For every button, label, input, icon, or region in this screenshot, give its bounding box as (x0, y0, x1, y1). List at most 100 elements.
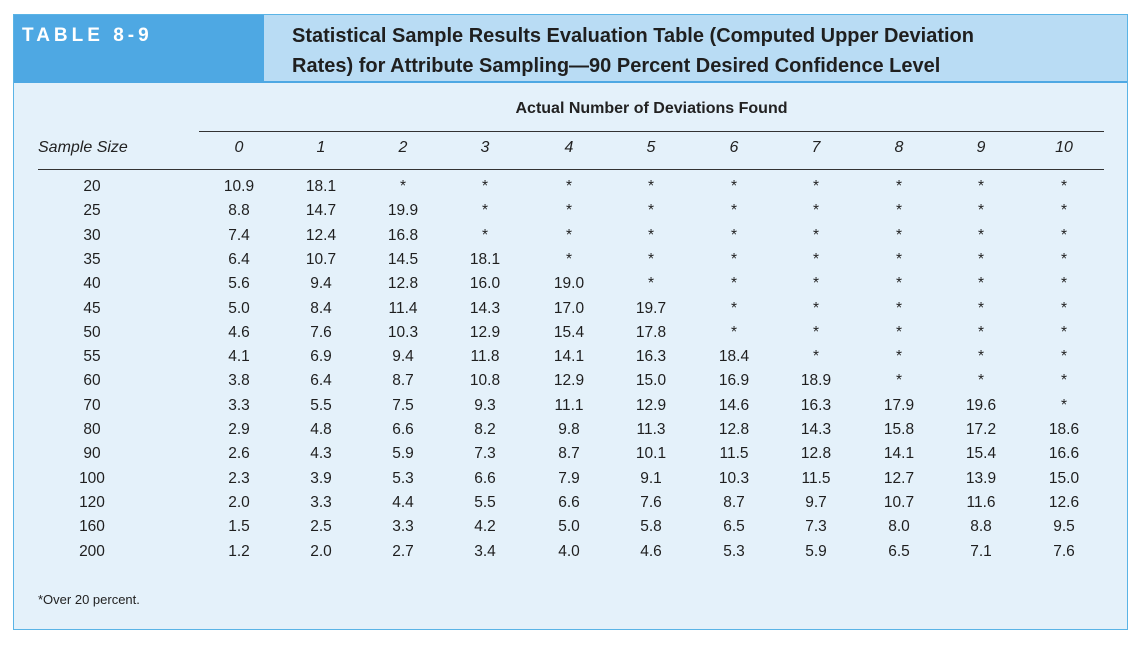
rate-cell: 2.0 (228, 493, 250, 511)
rate-cell: 4.0 (558, 542, 580, 560)
rate-cell: * (977, 275, 985, 293)
table-row: 70 3.3 5.5 7.5 9.3 11.1 12.9 14.6 16.3 17.9 19.6 * (14, 394, 1129, 418)
rate-cell: 4.2 (474, 518, 496, 536)
rate-cell: * (730, 178, 738, 195)
rate-cell: 12.7 (883, 469, 915, 487)
rate-cell: 1.2 (228, 542, 250, 560)
rate-cell: * (895, 299, 903, 317)
rate-cell: * (730, 323, 738, 341)
sample-size-cell: 100 (79, 469, 105, 487)
rate-cell: 18.1 (305, 178, 337, 195)
sample-size-cell: 90 (83, 445, 101, 463)
rate-cell: 5.0 (558, 518, 580, 536)
rate-cell: 9.5 (1053, 518, 1075, 536)
table-title: Statistical Sample Results Evaluation Ta… (292, 21, 1092, 81)
footnote: *Over 20 percent. (38, 592, 140, 607)
table-title-line-1: Statistical Sample Results Evaluation Ta… (292, 25, 974, 47)
rate-cell: 16.0 (469, 275, 501, 293)
rate-cell: * (647, 202, 655, 220)
rate-cell: 12.8 (718, 421, 750, 438)
sample-size-cell: 50 (83, 323, 101, 341)
rate-cell: 5.3 (392, 469, 414, 487)
rate-cell: * (895, 202, 903, 220)
rate-cell: * (812, 250, 820, 268)
rate-cell: * (399, 178, 407, 195)
rate-cell: 11.4 (388, 299, 418, 317)
rate-cell: 5.3 (723, 542, 745, 560)
rate-cell: * (977, 372, 985, 390)
rate-cell: * (730, 250, 738, 268)
rate-cell: 14.1 (553, 348, 585, 366)
rate-cell: 12.8 (387, 275, 419, 293)
rate-cell: * (1060, 275, 1068, 293)
rate-cell: 16.9 (718, 372, 750, 390)
rate-cell: 2.3 (228, 469, 250, 487)
rate-cell: 7.5 (392, 396, 414, 414)
rate-cell: * (730, 202, 738, 220)
table-row: 80 2.9 4.8 6.6 8.2 9.8 11.3 12.8 14.3 15.8 17.2 18.… (14, 418, 1129, 442)
rate-cell: * (812, 299, 820, 317)
rate-cell: 11.1 (554, 396, 584, 414)
rate-cell: 8.7 (558, 445, 580, 463)
rate-cell: 10.7 (305, 250, 337, 268)
column-header-1: 1 (316, 139, 326, 156)
table-row: 20 10.9 18.1 * * * * * * * * * (14, 175, 1129, 199)
column-spanner: Actual Number of Deviations Found (515, 100, 788, 117)
rate-cell: 3.8 (228, 372, 250, 390)
rate-cell: 8.0 (888, 518, 910, 536)
rate-cell: 10.3 (387, 323, 419, 341)
rate-cell: 19.9 (387, 202, 419, 220)
sample-size-cell: 40 (83, 275, 101, 293)
rate-cell: 12.6 (1048, 493, 1080, 511)
rate-cell: * (1060, 250, 1068, 268)
rate-cell: 2.5 (310, 518, 332, 536)
sample-size-cell: 120 (79, 493, 105, 511)
rate-cell: 6.6 (474, 469, 496, 487)
rate-cell: * (730, 226, 738, 244)
rate-cell: * (481, 202, 489, 220)
rate-cell: * (1060, 372, 1068, 390)
rate-cell: 5.5 (310, 396, 332, 414)
rate-cell: 18.6 (1048, 421, 1080, 438)
rate-cell: 7.3 (474, 445, 496, 463)
rate-cell: 10.1 (635, 445, 667, 463)
rate-cell: 12.8 (800, 445, 832, 463)
rate-cell: * (647, 250, 655, 268)
rate-cell: 7.6 (640, 493, 662, 511)
rate-cell: 7.6 (310, 323, 332, 341)
rate-cell: * (895, 372, 903, 390)
rate-cell: 18.4 (718, 348, 750, 366)
rate-cell: 7.6 (1053, 542, 1075, 560)
rate-cell: 18.9 (800, 372, 832, 390)
rate-cell: 15.4 (965, 445, 997, 463)
column-header-8: 8 (894, 139, 904, 156)
rate-cell: 5.0 (228, 299, 250, 317)
table-label: TABLE 8-9 (22, 25, 153, 46)
rate-cell: * (1060, 396, 1068, 414)
column-header-3: 3 (480, 139, 490, 156)
sample-size-cell: 160 (79, 518, 105, 536)
rate-cell: 6.6 (392, 421, 414, 438)
rate-cell: * (565, 250, 573, 268)
rate-cell: 4.4 (392, 493, 414, 511)
rate-cell: 14.5 (387, 250, 419, 268)
rate-cell: 17.0 (553, 299, 585, 317)
column-header-0: 0 (234, 139, 244, 156)
rate-cell: * (977, 299, 985, 317)
rate-cell: 8.8 (970, 518, 992, 536)
rate-cell: 6.5 (723, 518, 745, 536)
sample-size-cell: 70 (83, 396, 101, 414)
rate-cell: * (895, 323, 903, 341)
rate-cell: 9.1 (640, 469, 662, 487)
spanner-rule (199, 131, 1104, 132)
rate-cell: 6.5 (888, 542, 910, 560)
rate-cell: 9.4 (392, 348, 414, 366)
rate-cell: 8.2 (474, 421, 496, 438)
table-row: 60 3.8 6.4 8.7 10.8 12.9 15.0 16.9 18.9 * * * (14, 369, 1129, 393)
table-row: 160 1.5 2.5 3.3 4.2 5.0 5.8 6.5 7.3 8.0 8.8 9.5 (14, 515, 1129, 539)
rate-cell: * (481, 226, 489, 244)
sample-size-cell: 45 (83, 299, 101, 317)
rate-cell: 19.0 (553, 275, 585, 293)
table-row: 25 8.8 14.7 19.9 * * * * * * * * (14, 199, 1129, 223)
rate-cell: * (565, 202, 573, 220)
